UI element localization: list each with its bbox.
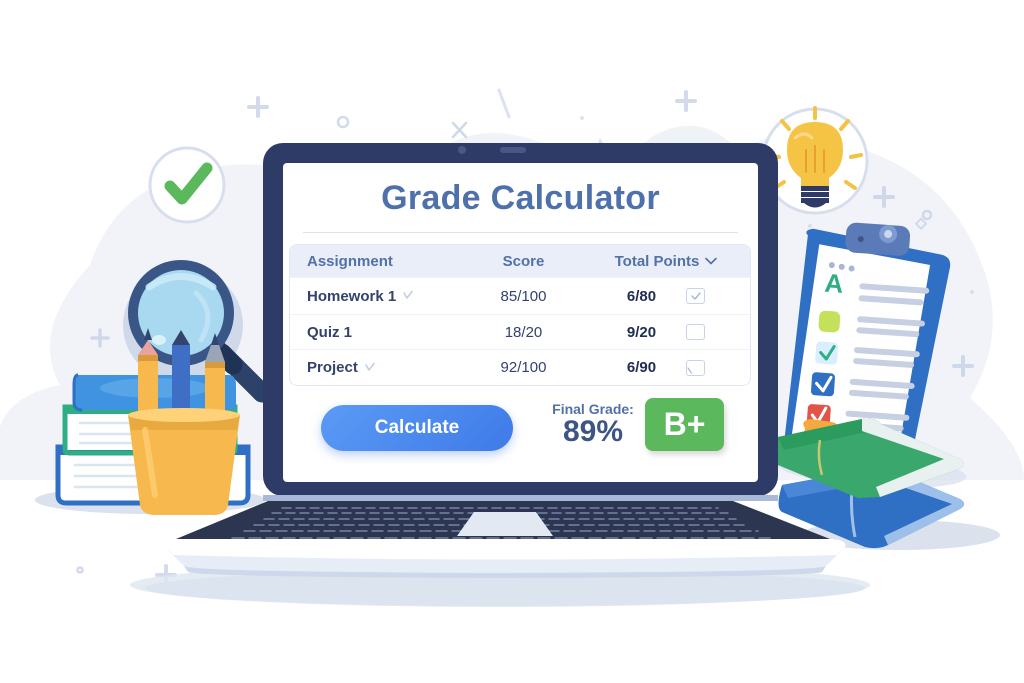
svg-text:A: A — [824, 268, 845, 299]
